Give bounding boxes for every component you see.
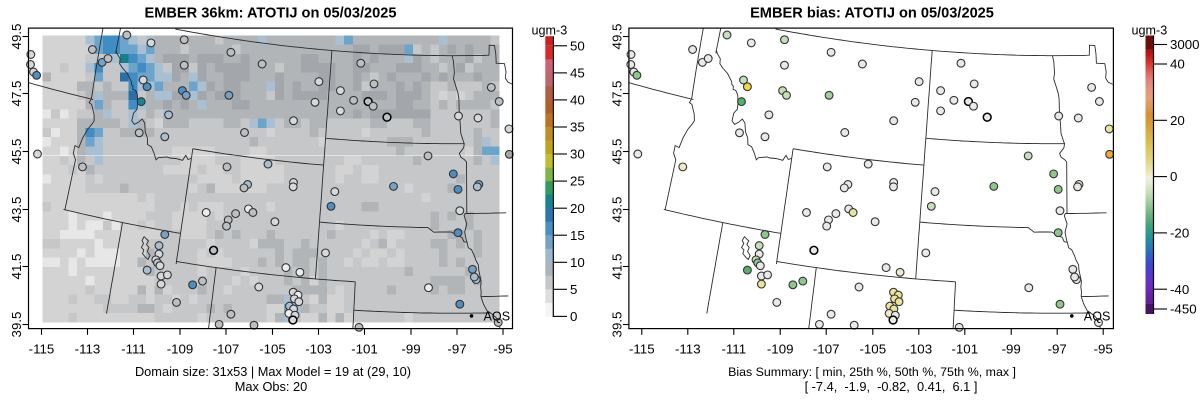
svg-text:25: 25 — [570, 174, 585, 189]
svg-text:10: 10 — [570, 255, 585, 270]
svg-text:ugm-3: ugm-3 — [532, 24, 568, 38]
svg-text:0: 0 — [1170, 169, 1177, 184]
svg-text:39.5: 39.5 — [9, 312, 24, 338]
svg-text:45.5: 45.5 — [610, 139, 625, 165]
svg-text:-113: -113 — [675, 342, 701, 357]
svg-text:-109: -109 — [167, 342, 194, 357]
svg-text:49.5: 49.5 — [610, 24, 625, 50]
svg-text:EMBER 36km: ATOTIJ on 05/03/20: EMBER 36km: ATOTIJ on 05/03/2025 — [145, 6, 397, 22]
svg-text:3000: 3000 — [1170, 37, 1200, 52]
svg-text:35: 35 — [570, 120, 585, 135]
svg-text:-40: -40 — [1170, 282, 1189, 297]
svg-text:Domain size: 31x53 | Max Model: Domain size: 31x53 | Max Model = 19 at (… — [135, 364, 411, 379]
svg-text:45.5: 45.5 — [9, 139, 24, 165]
svg-text:30: 30 — [570, 147, 585, 162]
svg-text:40: 40 — [1170, 57, 1185, 72]
svg-text:-101: -101 — [951, 342, 978, 357]
svg-text:5: 5 — [570, 282, 577, 297]
svg-text:-97: -97 — [447, 342, 466, 357]
svg-text:ugm-3: ugm-3 — [1132, 24, 1168, 38]
svg-text:-107: -107 — [813, 342, 840, 357]
svg-text:39.5: 39.5 — [610, 312, 625, 338]
svg-text:-20: -20 — [1170, 226, 1189, 241]
svg-text:50: 50 — [570, 38, 585, 53]
svg-text:-115: -115 — [29, 342, 55, 357]
svg-text:Bias Summary: [ min, 25th %, 5: Bias Summary: [ min, 25th %, 50th %, 75t… — [728, 365, 1016, 379]
svg-text:-111: -111 — [721, 342, 746, 357]
svg-text:41.5: 41.5 — [9, 254, 24, 280]
svg-text:-450: -450 — [1170, 302, 1197, 317]
svg-text:-95: -95 — [493, 342, 512, 357]
svg-text:41.5: 41.5 — [610, 254, 625, 280]
svg-text:0: 0 — [570, 309, 577, 324]
svg-text:-105: -105 — [859, 342, 886, 357]
svg-text:-115: -115 — [629, 342, 655, 357]
svg-text:[ -7.4, -1.9, -0.82, 0.41,: [ -7.4, -1.9, -0.82, 0.41, 6.1 ] — [805, 379, 978, 394]
svg-text:43.5: 43.5 — [610, 197, 625, 223]
svg-text:49.5: 49.5 — [9, 24, 24, 50]
svg-text:Max Obs: 20: Max Obs: 20 — [235, 379, 308, 394]
svg-text:-103: -103 — [905, 342, 932, 357]
svg-text:43.5: 43.5 — [9, 197, 24, 223]
svg-text:-111: -111 — [121, 342, 146, 357]
svg-text:-107: -107 — [213, 342, 240, 357]
svg-text:45: 45 — [570, 66, 585, 81]
svg-text:AQS: AQS — [1084, 309, 1111, 323]
svg-text:47.5: 47.5 — [9, 81, 24, 107]
svg-text:20: 20 — [570, 201, 585, 216]
svg-text:AQS: AQS — [484, 309, 511, 323]
svg-text:-97: -97 — [1048, 342, 1067, 357]
svg-text:-101: -101 — [351, 342, 378, 357]
svg-text:-113: -113 — [75, 342, 101, 357]
svg-text:-103: -103 — [305, 342, 332, 357]
svg-text:47.5: 47.5 — [610, 81, 625, 107]
svg-text:-95: -95 — [1094, 342, 1113, 357]
svg-text:EMBER bias: ATOTIJ on 05/03/20: EMBER bias: ATOTIJ on 05/03/2025 — [750, 6, 994, 22]
svg-text:-105: -105 — [259, 342, 286, 357]
svg-text:20: 20 — [1170, 113, 1185, 128]
svg-text:-99: -99 — [1002, 342, 1021, 357]
svg-text:-109: -109 — [767, 342, 794, 357]
svg-text:40: 40 — [570, 93, 585, 108]
svg-text:-99: -99 — [401, 342, 420, 357]
svg-text:15: 15 — [570, 228, 585, 243]
